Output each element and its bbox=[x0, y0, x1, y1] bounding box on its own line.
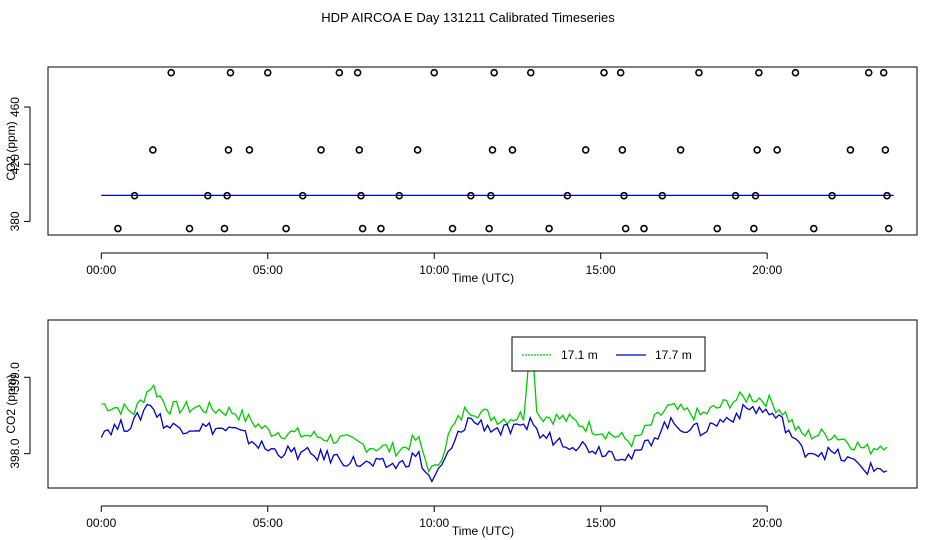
scatter-point bbox=[545, 224, 553, 233]
top-scatter-marks bbox=[101, 68, 894, 233]
scatter-point bbox=[413, 146, 422, 154]
scatter-point bbox=[467, 191, 475, 200]
legend: 17.1 m 17.7 m bbox=[511, 336, 706, 372]
scatter-point bbox=[355, 146, 364, 154]
scatter-point bbox=[335, 68, 344, 77]
x-tick-label: 10:00 bbox=[419, 263, 449, 277]
scatter-point bbox=[616, 68, 625, 77]
scatter-point bbox=[204, 191, 212, 200]
y-tick-label: 380 bbox=[8, 211, 22, 231]
x-tick-label: 05:00 bbox=[253, 516, 283, 530]
scatter-point bbox=[358, 224, 367, 233]
scatter-point bbox=[731, 191, 740, 200]
scatter-point bbox=[846, 146, 855, 154]
scatter-point bbox=[508, 146, 517, 154]
scatter-point bbox=[753, 146, 761, 154]
scatter-point bbox=[490, 68, 498, 77]
scatter-point bbox=[600, 68, 608, 77]
x-tick-label: 20:00 bbox=[752, 516, 782, 530]
legend-label-17-1m: 17.1 m bbox=[561, 348, 598, 362]
y-tick-label: 399.0 bbox=[8, 362, 22, 392]
scatter-point bbox=[713, 224, 722, 233]
scatter-point bbox=[791, 68, 800, 77]
scatter-point bbox=[581, 146, 590, 154]
scatter-point bbox=[773, 146, 781, 154]
scatter-point bbox=[245, 146, 254, 154]
scatter-point bbox=[676, 146, 685, 154]
legend-box bbox=[511, 336, 706, 372]
top-x-axis: 00:00 05:00 10:00 15:00 20:00 bbox=[86, 252, 783, 277]
scatter-point bbox=[640, 224, 648, 233]
scatter-point bbox=[881, 146, 890, 154]
scatter-point bbox=[430, 68, 439, 77]
scatter-point bbox=[114, 224, 122, 233]
scatter-point bbox=[658, 191, 667, 200]
legend-label-17-7m: 17.7 m bbox=[655, 348, 692, 362]
scatter-point bbox=[282, 224, 290, 233]
scatter-point bbox=[395, 191, 404, 200]
y-tick-label: 460 bbox=[8, 97, 22, 117]
series-line-17-1-m bbox=[101, 342, 888, 474]
scatter-point bbox=[809, 224, 818, 233]
bottom-y-axis-label: CO2 (ppm) bbox=[4, 374, 18, 433]
scatter-point bbox=[750, 224, 758, 233]
top-y-axis-label: CO2 (ppm) bbox=[4, 121, 18, 180]
scatter-point bbox=[485, 224, 493, 233]
scatter-point bbox=[488, 146, 497, 154]
scatter-point bbox=[487, 191, 495, 200]
scatter-point bbox=[149, 146, 157, 154]
bottom-y-axis: 398.0 399.0 bbox=[8, 362, 31, 469]
scatter-point bbox=[695, 68, 703, 77]
top-y-axis: 380 420 460 bbox=[8, 97, 31, 231]
scatter-point bbox=[377, 224, 385, 233]
y-tick-label: 420 bbox=[8, 154, 22, 174]
scatter-point bbox=[879, 68, 888, 77]
x-tick-label: 15:00 bbox=[586, 516, 616, 530]
scatter-point bbox=[864, 68, 873, 77]
x-tick-label: 00:00 bbox=[86, 263, 116, 277]
top-x-axis-label: Time (UTC) bbox=[452, 271, 514, 285]
bottom-line-panel: 00:00 05:00 10:00 15:00 20:00 398.0 399.0 Tim… bbox=[4, 319, 918, 538]
top-scatter-panel: 00:00 05:00 10:00 15:00 20:00 380 420 460 Time… bbox=[4, 66, 918, 285]
scatter-point bbox=[223, 191, 231, 200]
bottom-x-axis-label: Time (UTC) bbox=[452, 524, 514, 538]
scatter-point bbox=[620, 191, 628, 200]
scatter-point bbox=[130, 191, 139, 200]
scatter-point bbox=[263, 68, 272, 77]
scatter-point bbox=[828, 191, 836, 200]
x-tick-label: 10:00 bbox=[419, 516, 449, 530]
scatter-point bbox=[751, 191, 760, 200]
scatter-point bbox=[883, 191, 891, 200]
scatter-point bbox=[448, 224, 457, 233]
scatter-point bbox=[224, 146, 233, 154]
series-line-17-7-m bbox=[100, 403, 888, 483]
x-tick-label: 05:00 bbox=[253, 263, 283, 277]
scatter-point bbox=[167, 68, 175, 77]
scatter-point bbox=[357, 191, 365, 200]
x-tick-label: 20:00 bbox=[752, 263, 782, 277]
scatter-point bbox=[755, 68, 763, 77]
bottom-line-marks bbox=[100, 342, 888, 483]
scatter-point bbox=[298, 191, 307, 200]
scatter-point bbox=[317, 146, 325, 154]
bottom-x-axis: 00:00 05:00 10:00 15:00 20:00 bbox=[86, 505, 783, 530]
scatter-point bbox=[621, 224, 630, 233]
scatter-point bbox=[884, 224, 893, 233]
bottom-plot-frame bbox=[47, 319, 918, 489]
x-tick-label: 00:00 bbox=[86, 516, 116, 530]
y-tick-label: 398.0 bbox=[8, 438, 22, 468]
scatter-point bbox=[526, 68, 535, 77]
figure-title: HDP AIRCOA E Day 131211 Calibrated Times… bbox=[321, 10, 615, 25]
scatter-point bbox=[563, 191, 572, 200]
scatter-point bbox=[185, 224, 194, 233]
scatter-point bbox=[618, 146, 627, 154]
x-tick-label: 15:00 bbox=[586, 263, 616, 277]
scatter-point bbox=[226, 68, 235, 77]
scatter-point bbox=[353, 68, 362, 77]
scatter-point bbox=[220, 224, 229, 233]
top-plot-frame bbox=[47, 66, 918, 236]
